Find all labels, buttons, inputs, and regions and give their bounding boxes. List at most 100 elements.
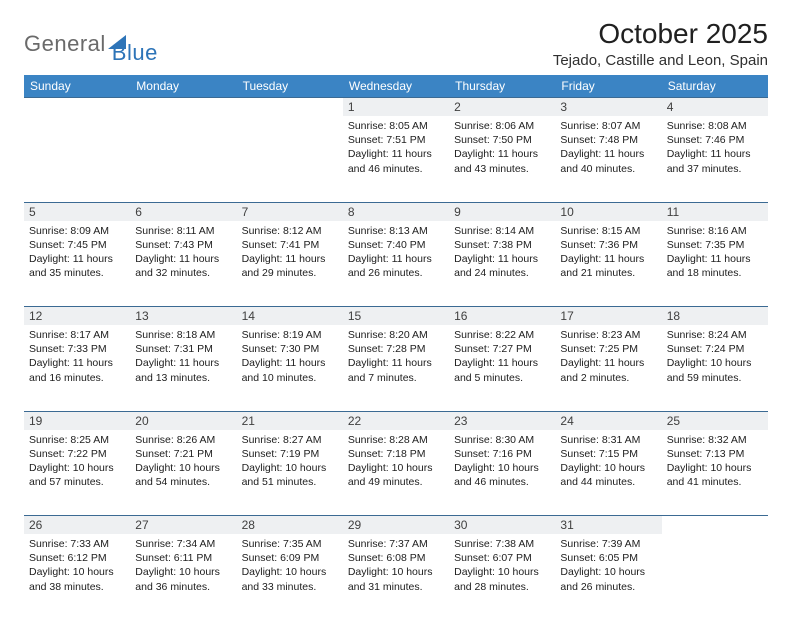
day-cell-text: Sunrise: 8:18 AMSunset: 7:31 PMDaylight:… — [135, 328, 231, 385]
day-number: 19 — [24, 411, 130, 430]
day-number: 30 — [449, 516, 555, 535]
content-row: Sunrise: 7:33 AMSunset: 6:12 PMDaylight:… — [24, 534, 768, 620]
day-cell: Sunrise: 8:08 AMSunset: 7:46 PMDaylight:… — [662, 116, 768, 202]
day-number: 13 — [130, 307, 236, 326]
weekday-header: Monday — [130, 75, 236, 98]
day-number: 10 — [555, 202, 661, 221]
month-title: October 2025 — [553, 18, 768, 50]
day-number: 24 — [555, 411, 661, 430]
logo-text-general: General — [24, 31, 106, 57]
day-cell-text: Sunrise: 8:14 AMSunset: 7:38 PMDaylight:… — [454, 224, 550, 281]
day-number: 15 — [343, 307, 449, 326]
day-cell: Sunrise: 8:20 AMSunset: 7:28 PMDaylight:… — [343, 325, 449, 411]
day-cell-text: Sunrise: 8:23 AMSunset: 7:25 PMDaylight:… — [560, 328, 656, 385]
day-cell: Sunrise: 8:24 AMSunset: 7:24 PMDaylight:… — [662, 325, 768, 411]
day-cell: Sunrise: 7:35 AMSunset: 6:09 PMDaylight:… — [237, 534, 343, 620]
daynum-row: 262728293031 — [24, 516, 768, 535]
day-cell: Sunrise: 8:31 AMSunset: 7:15 PMDaylight:… — [555, 430, 661, 516]
day-cell-text: Sunrise: 8:20 AMSunset: 7:28 PMDaylight:… — [348, 328, 444, 385]
day-cell-text: Sunrise: 8:09 AMSunset: 7:45 PMDaylight:… — [29, 224, 125, 281]
day-number: 18 — [662, 307, 768, 326]
day-number: 31 — [555, 516, 661, 535]
day-cell-text: Sunrise: 7:33 AMSunset: 6:12 PMDaylight:… — [29, 537, 125, 594]
day-number: 11 — [662, 202, 768, 221]
day-cell-text: Sunrise: 7:37 AMSunset: 6:08 PMDaylight:… — [348, 537, 444, 594]
day-cell-text: Sunrise: 7:34 AMSunset: 6:11 PMDaylight:… — [135, 537, 231, 594]
day-cell: Sunrise: 8:11 AMSunset: 7:43 PMDaylight:… — [130, 221, 236, 307]
header: General Blue October 2025 Tejado, Castil… — [24, 18, 768, 69]
logo-text-blue: Blue — [112, 40, 158, 66]
day-number — [24, 98, 130, 117]
day-cell-text: Sunrise: 8:22 AMSunset: 7:27 PMDaylight:… — [454, 328, 550, 385]
day-cell-text: Sunrise: 7:38 AMSunset: 6:07 PMDaylight:… — [454, 537, 550, 594]
day-cell — [130, 116, 236, 202]
day-cell-text: Sunrise: 8:15 AMSunset: 7:36 PMDaylight:… — [560, 224, 656, 281]
day-cell: Sunrise: 8:13 AMSunset: 7:40 PMDaylight:… — [343, 221, 449, 307]
day-cell: Sunrise: 8:06 AMSunset: 7:50 PMDaylight:… — [449, 116, 555, 202]
day-number: 2 — [449, 98, 555, 117]
day-cell: Sunrise: 8:30 AMSunset: 7:16 PMDaylight:… — [449, 430, 555, 516]
weekday-header: Tuesday — [237, 75, 343, 98]
day-cell-text: Sunrise: 8:13 AMSunset: 7:40 PMDaylight:… — [348, 224, 444, 281]
day-number: 17 — [555, 307, 661, 326]
day-cell-text: Sunrise: 8:05 AMSunset: 7:51 PMDaylight:… — [348, 119, 444, 176]
day-cell-text: Sunrise: 8:07 AMSunset: 7:48 PMDaylight:… — [560, 119, 656, 176]
day-cell: Sunrise: 8:23 AMSunset: 7:25 PMDaylight:… — [555, 325, 661, 411]
day-number — [662, 516, 768, 535]
day-number: 21 — [237, 411, 343, 430]
day-cell: Sunrise: 8:12 AMSunset: 7:41 PMDaylight:… — [237, 221, 343, 307]
day-number: 6 — [130, 202, 236, 221]
weekday-header: Sunday — [24, 75, 130, 98]
weekday-header-row: SundayMondayTuesdayWednesdayThursdayFrid… — [24, 75, 768, 98]
day-cell: Sunrise: 8:26 AMSunset: 7:21 PMDaylight:… — [130, 430, 236, 516]
day-number: 29 — [343, 516, 449, 535]
day-cell — [24, 116, 130, 202]
daynum-row: 12131415161718 — [24, 307, 768, 326]
day-cell: Sunrise: 8:19 AMSunset: 7:30 PMDaylight:… — [237, 325, 343, 411]
day-number: 4 — [662, 98, 768, 117]
content-row: Sunrise: 8:17 AMSunset: 7:33 PMDaylight:… — [24, 325, 768, 411]
day-cell: Sunrise: 8:16 AMSunset: 7:35 PMDaylight:… — [662, 221, 768, 307]
daynum-row: 1234 — [24, 98, 768, 117]
day-number: 5 — [24, 202, 130, 221]
day-cell-text: Sunrise: 8:30 AMSunset: 7:16 PMDaylight:… — [454, 433, 550, 490]
day-cell-text: Sunrise: 8:19 AMSunset: 7:30 PMDaylight:… — [242, 328, 338, 385]
day-number: 3 — [555, 98, 661, 117]
day-cell-text: Sunrise: 8:17 AMSunset: 7:33 PMDaylight:… — [29, 328, 125, 385]
daynum-row: 19202122232425 — [24, 411, 768, 430]
weekday-header: Saturday — [662, 75, 768, 98]
day-number: 25 — [662, 411, 768, 430]
day-cell: Sunrise: 8:32 AMSunset: 7:13 PMDaylight:… — [662, 430, 768, 516]
day-cell: Sunrise: 8:07 AMSunset: 7:48 PMDaylight:… — [555, 116, 661, 202]
day-cell — [237, 116, 343, 202]
day-cell — [662, 534, 768, 620]
content-row: Sunrise: 8:05 AMSunset: 7:51 PMDaylight:… — [24, 116, 768, 202]
content-row: Sunrise: 8:25 AMSunset: 7:22 PMDaylight:… — [24, 430, 768, 516]
day-cell: Sunrise: 8:05 AMSunset: 7:51 PMDaylight:… — [343, 116, 449, 202]
day-cell-text: Sunrise: 8:08 AMSunset: 7:46 PMDaylight:… — [667, 119, 763, 176]
day-number: 1 — [343, 98, 449, 117]
day-number — [130, 98, 236, 117]
calendar-table: SundayMondayTuesdayWednesdayThursdayFrid… — [24, 75, 768, 620]
daynum-row: 567891011 — [24, 202, 768, 221]
day-cell-text: Sunrise: 8:26 AMSunset: 7:21 PMDaylight:… — [135, 433, 231, 490]
day-number — [237, 98, 343, 117]
day-cell: Sunrise: 7:33 AMSunset: 6:12 PMDaylight:… — [24, 534, 130, 620]
location: Tejado, Castille and Leon, Spain — [553, 52, 768, 69]
day-cell: Sunrise: 8:25 AMSunset: 7:22 PMDaylight:… — [24, 430, 130, 516]
day-number: 16 — [449, 307, 555, 326]
day-cell: Sunrise: 8:14 AMSunset: 7:38 PMDaylight:… — [449, 221, 555, 307]
day-cell-text: Sunrise: 7:35 AMSunset: 6:09 PMDaylight:… — [242, 537, 338, 594]
day-number: 23 — [449, 411, 555, 430]
day-cell-text: Sunrise: 8:24 AMSunset: 7:24 PMDaylight:… — [667, 328, 763, 385]
day-number: 20 — [130, 411, 236, 430]
logo: General Blue — [24, 22, 158, 66]
day-number: 26 — [24, 516, 130, 535]
content-row: Sunrise: 8:09 AMSunset: 7:45 PMDaylight:… — [24, 221, 768, 307]
day-number: 8 — [343, 202, 449, 221]
day-number: 9 — [449, 202, 555, 221]
day-cell-text: Sunrise: 8:32 AMSunset: 7:13 PMDaylight:… — [667, 433, 763, 490]
day-cell-text: Sunrise: 8:12 AMSunset: 7:41 PMDaylight:… — [242, 224, 338, 281]
day-cell: Sunrise: 7:37 AMSunset: 6:08 PMDaylight:… — [343, 534, 449, 620]
weekday-header: Friday — [555, 75, 661, 98]
